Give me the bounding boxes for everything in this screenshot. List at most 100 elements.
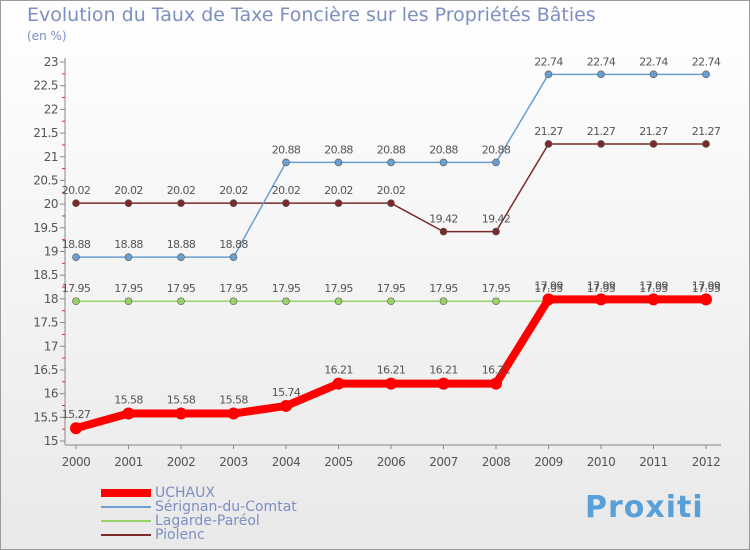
legend-label: Piolenc (155, 527, 205, 543)
data-point (334, 158, 343, 167)
data-point (544, 140, 553, 148)
x-tick-label: 2007 (429, 455, 458, 469)
y-tick-label: 19.5 (33, 221, 58, 235)
data-point (72, 253, 80, 261)
data-point (597, 140, 605, 148)
data-point (177, 297, 185, 306)
data-point (544, 70, 553, 79)
data-label: 20.02 (272, 184, 301, 197)
data-point (387, 199, 395, 207)
y-tick-label: 20.5 (33, 173, 58, 187)
data-point (124, 199, 133, 207)
data-label: 17.99 (534, 279, 563, 292)
data-point (124, 297, 133, 306)
data-point (122, 407, 135, 420)
data-point (70, 422, 82, 435)
chart-title: Evolution du Taux de Taxe Foncière sur l… (27, 4, 596, 26)
y-tick-label: 18 (44, 292, 58, 306)
data-label: 15.58 (219, 394, 248, 407)
data-label: 22.74 (587, 55, 616, 68)
data-label: 17.95 (587, 282, 616, 295)
data-point (177, 253, 185, 261)
data-label: 16.21 (429, 364, 458, 377)
x-tick-label: 2005 (324, 455, 353, 469)
data-label: 21.27 (587, 125, 616, 138)
data-label: 17.95 (219, 282, 248, 295)
legend-swatch-serignan (101, 506, 151, 508)
data-point (124, 253, 133, 261)
data-label: 20.88 (324, 143, 353, 156)
data-label: 15.74 (272, 386, 301, 399)
data-label: 17.99 (692, 279, 721, 292)
y-tick-label: 18.5 (33, 268, 58, 282)
data-point (334, 199, 343, 207)
x-tick-label: 2012 (692, 455, 721, 469)
data-label: 19.42 (429, 213, 458, 226)
data-label: 15.27 (62, 408, 91, 421)
data-point (702, 70, 710, 79)
data-label: 20.02 (219, 184, 248, 197)
data-point (439, 227, 448, 236)
x-tick-label: 2000 (62, 455, 91, 469)
data-label: 20.88 (272, 143, 301, 156)
y-tick-label: 17 (44, 339, 58, 353)
data-point (647, 293, 660, 306)
y-tick-label: 15 (44, 434, 58, 448)
data-label: 17.99 (587, 279, 616, 292)
y-tick-label: 17.5 (33, 316, 58, 330)
data-point (492, 158, 500, 167)
legend-swatch-piolenc (101, 534, 151, 536)
data-point (595, 293, 607, 306)
data-label: 17.95 (534, 282, 563, 295)
data-point (702, 140, 710, 148)
data-point (387, 158, 395, 167)
data-label: 17.95 (272, 282, 301, 295)
data-point (649, 70, 658, 79)
data-label: 18.88 (167, 238, 196, 251)
x-tick-label: 2003 (219, 455, 248, 469)
data-point (332, 377, 345, 390)
data-point (227, 407, 240, 420)
data-point (385, 377, 397, 390)
data-point (229, 297, 238, 306)
data-label: 16.21 (377, 364, 406, 377)
data-label: 19.42 (482, 213, 511, 226)
data-point (542, 293, 555, 306)
data-label: 22.74 (692, 55, 721, 68)
x-tick-label: 2001 (114, 455, 143, 469)
data-label: 17.95 (692, 282, 721, 295)
legend-item: UCHAUX (101, 486, 297, 500)
data-point (700, 293, 712, 306)
data-label: 15.58 (114, 394, 143, 407)
data-label: 17.95 (429, 282, 458, 295)
data-label: 16.21 (324, 364, 353, 377)
data-label: 20.88 (482, 143, 511, 156)
legend: UCHAUX Sérignan-du-Comtat Lagarde-Paréol… (101, 486, 297, 542)
unit-label: (en %) (27, 29, 67, 43)
x-tick-label: 2010 (587, 455, 616, 469)
legend-label: UCHAUX (155, 485, 215, 501)
data-label: 20.88 (377, 143, 406, 156)
data-point (387, 297, 395, 306)
y-tick-label: 20 (44, 197, 58, 211)
y-tick-label: 21 (44, 150, 58, 164)
data-label: 20.02 (62, 184, 91, 197)
data-label: 16.21 (482, 364, 511, 377)
y-tick-label: 16 (44, 387, 58, 401)
data-label: 17.95 (114, 282, 143, 295)
data-label: 21.27 (692, 125, 721, 138)
x-tick-label: 2011 (639, 455, 668, 469)
data-label: 20.02 (324, 184, 353, 197)
data-point (492, 297, 500, 306)
data-label: 17.95 (639, 282, 668, 295)
y-tick-label: 23 (44, 55, 58, 69)
data-label: 21.27 (639, 125, 668, 138)
x-tick-label: 2004 (272, 455, 301, 469)
data-label: 18.88 (114, 238, 143, 251)
y-tick-label: 15.5 (33, 410, 58, 424)
y-tick-label: 21.5 (33, 126, 58, 140)
data-label: 20.02 (377, 184, 406, 197)
data-label: 22.74 (534, 55, 563, 68)
y-tick-label: 22 (44, 102, 58, 116)
